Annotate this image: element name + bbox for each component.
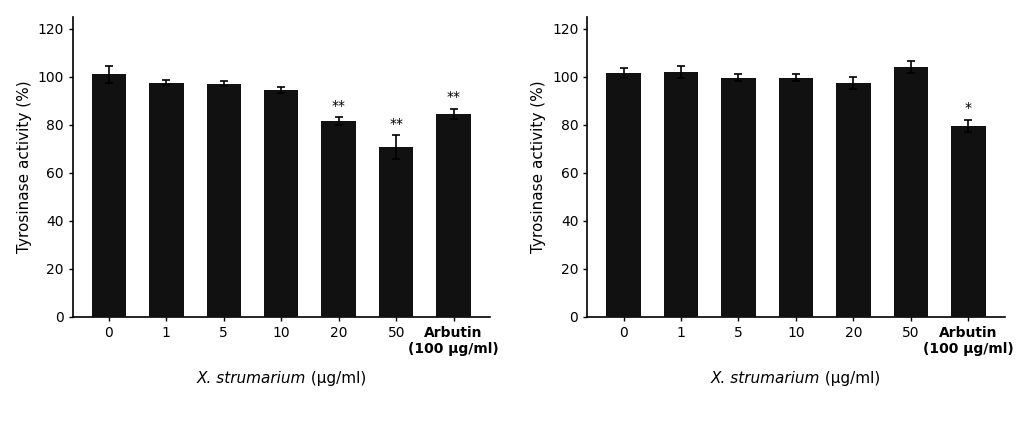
- Text: **: **: [389, 116, 404, 130]
- Bar: [322, 121, 356, 316]
- Bar: [778, 78, 814, 316]
- Y-axis label: Tyrosinase activity (%): Tyrosinase activity (%): [531, 80, 546, 253]
- Text: X. strumarium: X. strumarium: [197, 371, 305, 387]
- Text: (μg/ml): (μg/ml): [305, 371, 366, 387]
- Bar: [663, 72, 699, 316]
- Text: (μg/ml): (μg/ml): [821, 371, 881, 387]
- Text: **: **: [447, 90, 461, 104]
- Bar: [437, 114, 471, 316]
- Bar: [951, 126, 985, 316]
- Bar: [91, 74, 126, 316]
- Text: **: **: [332, 99, 346, 113]
- Text: *: *: [965, 101, 972, 115]
- Y-axis label: Tyrosinase activity (%): Tyrosinase activity (%): [17, 80, 32, 253]
- Bar: [379, 147, 413, 316]
- Bar: [607, 73, 641, 316]
- Bar: [893, 67, 928, 316]
- Bar: [207, 84, 241, 316]
- Bar: [721, 78, 756, 316]
- Text: X. strumarium: X. strumarium: [711, 371, 821, 387]
- Bar: [149, 83, 183, 316]
- Bar: [836, 83, 870, 316]
- Bar: [264, 90, 298, 316]
